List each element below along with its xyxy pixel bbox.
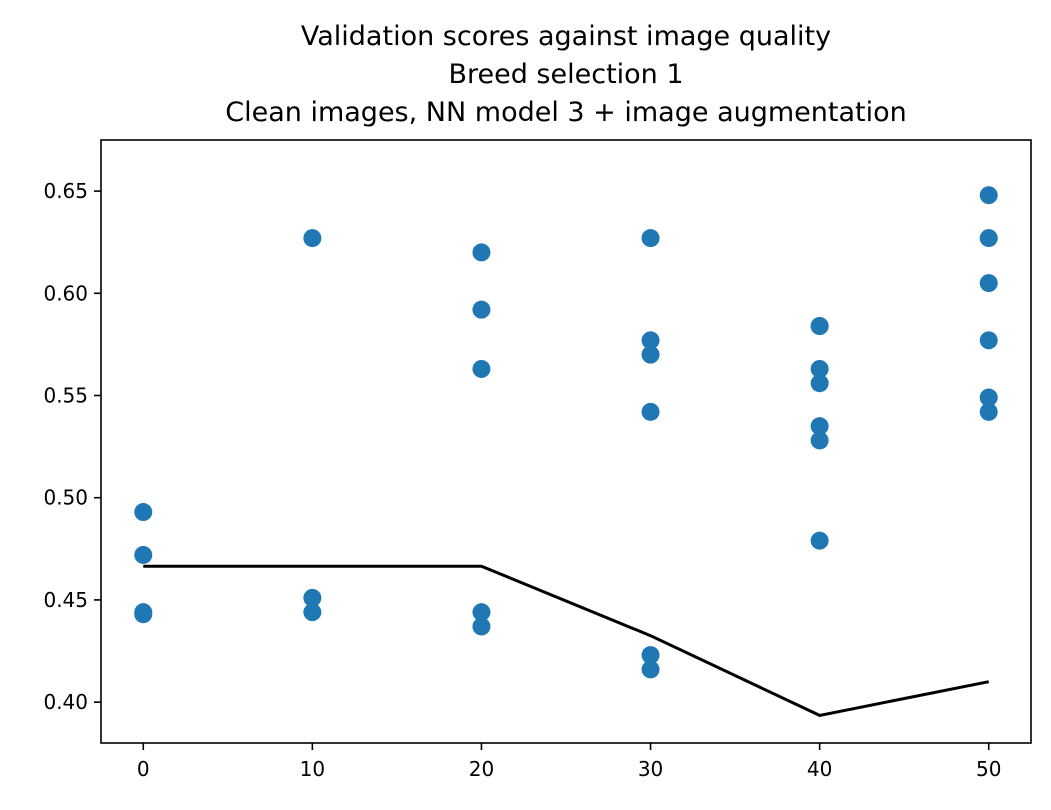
chart-title: Validation scores against image quality … (225, 21, 907, 128)
data-point (979, 186, 998, 205)
y-tick-label: 0.40 (43, 690, 88, 714)
data-point (979, 388, 998, 407)
data-point (641, 402, 660, 421)
data-point (303, 229, 322, 248)
data-point (134, 545, 153, 564)
data-point (979, 331, 998, 350)
y-tick-label: 0.55 (43, 384, 88, 408)
data-point (979, 274, 998, 293)
chart-title-line-2: Breed selection 1 (448, 59, 683, 90)
data-point (810, 431, 829, 450)
data-point (472, 603, 491, 622)
data-point (303, 588, 322, 607)
x-tick-label: 30 (638, 757, 663, 781)
scatter-points (134, 186, 998, 679)
axes: 0 10 20 30 40 50 0.40 0.45 0.50 0.55 0.60 0.65 (43, 139, 1032, 781)
data-point (979, 229, 998, 248)
data-point (641, 331, 660, 350)
data-point (641, 345, 660, 364)
data-point (810, 531, 829, 550)
data-point (810, 317, 829, 336)
y-tick-label: 0.60 (43, 281, 88, 305)
x-tick-label: 40 (807, 757, 832, 781)
y-tick-label: 0.50 (43, 486, 88, 510)
chart-title-line-3: Clean images, NN model 3 + image augment… (225, 97, 907, 128)
data-point (641, 229, 660, 248)
y-tick-label: 0.45 (43, 588, 88, 612)
data-point (641, 646, 660, 665)
data-point (472, 243, 491, 262)
x-tick-label: 50 (976, 757, 1001, 781)
data-point (134, 503, 153, 522)
data-point (810, 359, 829, 378)
data-point (134, 605, 153, 624)
data-point (303, 603, 322, 622)
y-tick-label: 0.65 (43, 179, 88, 203)
x-tick-label: 20 (469, 757, 494, 781)
chart-title-line-1: Validation scores against image quality (301, 21, 831, 52)
x-tick-label: 10 (300, 757, 325, 781)
data-point (810, 417, 829, 436)
data-point (810, 374, 829, 393)
plot-frame (100, 139, 1032, 744)
data-point (472, 300, 491, 319)
data-point (472, 359, 491, 378)
data-point (472, 617, 491, 636)
series-line (143, 564, 990, 717)
data-point (641, 660, 660, 679)
series-line-path (143, 564, 990, 717)
x-tick-label: 0 (137, 757, 150, 781)
data-point (979, 402, 998, 421)
